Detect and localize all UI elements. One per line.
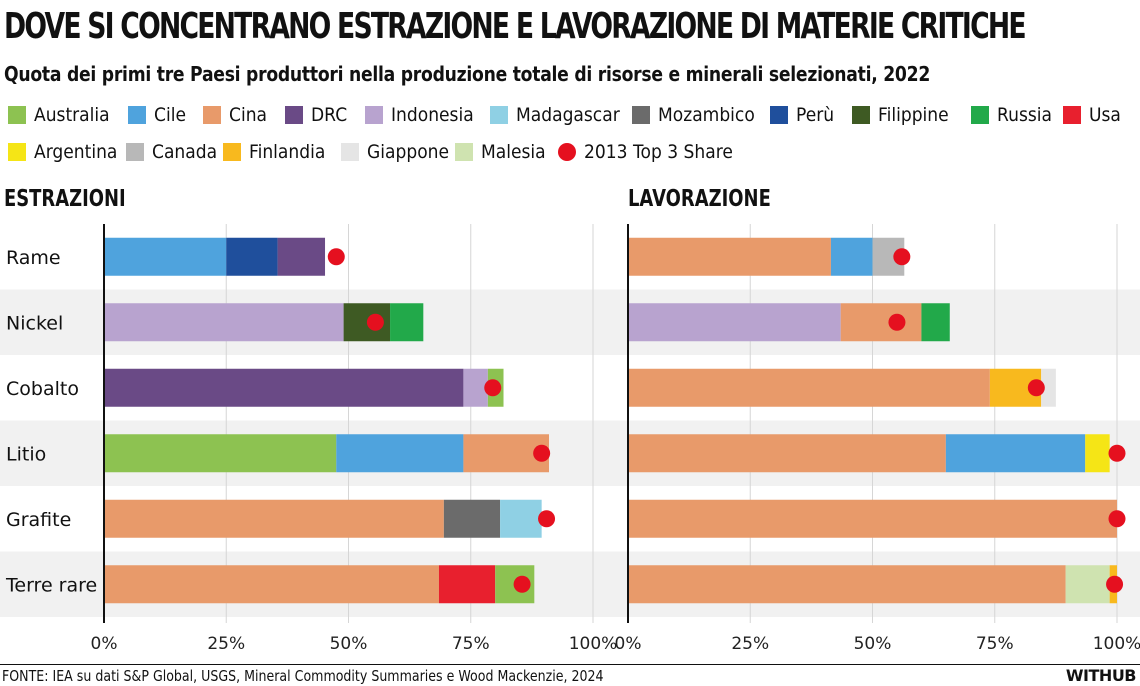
page-subtitle: Quota dei primi tre Paesi produttori nel… — [4, 62, 931, 86]
top3-2013-dot — [1106, 575, 1124, 593]
top3-2013-dot — [513, 575, 531, 593]
bar-segment — [104, 565, 439, 604]
x-tick-label: 100% — [1093, 634, 1140, 654]
top3-2013-dot — [893, 248, 911, 266]
x-tick-label: 25% — [207, 634, 245, 654]
top3-2013-dot — [366, 313, 384, 331]
source-note: FONTE: IEA su dati S&P Global, USGS, Min… — [2, 667, 604, 685]
bar-segment — [104, 237, 227, 276]
bar-segment — [1041, 368, 1056, 407]
x-tick-label: 50% — [330, 634, 368, 654]
bar-segment — [500, 499, 542, 538]
category-label: Grafite — [6, 509, 71, 531]
panel-title-estrazioni: ESTRAZIONI — [4, 186, 126, 212]
bar-segment — [104, 368, 464, 407]
bar-segment — [830, 237, 873, 276]
bar-segment — [104, 434, 337, 473]
page-title: DOVE SI CONCENTRANO ESTRAZIONE E LAVORAZ… — [4, 6, 1027, 47]
category-label: Rame — [6, 247, 61, 269]
bar-segment — [463, 368, 488, 407]
category-label: Litio — [6, 443, 46, 465]
bar-segment — [104, 303, 344, 342]
bar-segment — [226, 237, 278, 276]
top3-2013-dot — [327, 248, 345, 266]
bar-segment — [628, 499, 1117, 538]
top3-2013-dot — [888, 313, 906, 331]
bar-segment — [628, 237, 831, 276]
bar-segment — [945, 434, 1086, 473]
x-tick-label: 0% — [91, 634, 118, 654]
x-tick-label: 75% — [976, 634, 1014, 654]
bar-segment — [628, 368, 990, 407]
panel-title-lavorazione: LAVORAZIONE — [628, 186, 771, 212]
bar-segment — [443, 499, 501, 538]
bar-segment — [921, 303, 950, 342]
bar-segment — [628, 434, 946, 473]
bar-segment — [104, 499, 444, 538]
bar-segment — [438, 565, 496, 604]
bar-segment — [336, 434, 464, 473]
bar-segment — [628, 303, 841, 342]
top3-2013-dot — [1027, 379, 1045, 397]
top3-2013-dot — [533, 444, 551, 462]
bar-segment — [628, 565, 1066, 604]
x-tick-label: 50% — [854, 634, 892, 654]
bar-charts: Rame Nickel Cobalto Litio Grafite Terre rare 0… — [0, 224, 1140, 654]
footer-divider — [0, 664, 1140, 665]
footer: FONTE: IEA su dati S&P Global, USGS, Min… — [0, 664, 1140, 686]
category-label: Nickel — [6, 312, 63, 334]
bar-segment — [277, 237, 326, 276]
x-tick-label: 0% — [615, 634, 642, 654]
bar-segment — [1065, 565, 1110, 604]
top3-2013-dot — [1108, 510, 1126, 528]
x-tick-label: 75% — [452, 634, 490, 654]
top3-2013-dot — [538, 510, 556, 528]
brand-logo: WITHUB — [1065, 666, 1137, 685]
top3-2013-dot — [1108, 444, 1126, 462]
x-tick-label: 25% — [731, 634, 769, 654]
bar-segment — [390, 303, 424, 342]
category-label: Terre rare — [5, 574, 97, 596]
bar-segment — [1085, 434, 1110, 473]
bar-segment — [840, 303, 922, 342]
top3-2013-dot — [484, 379, 502, 397]
x-tick-label: 100% — [569, 634, 618, 654]
category-label: Cobalto — [6, 378, 79, 400]
